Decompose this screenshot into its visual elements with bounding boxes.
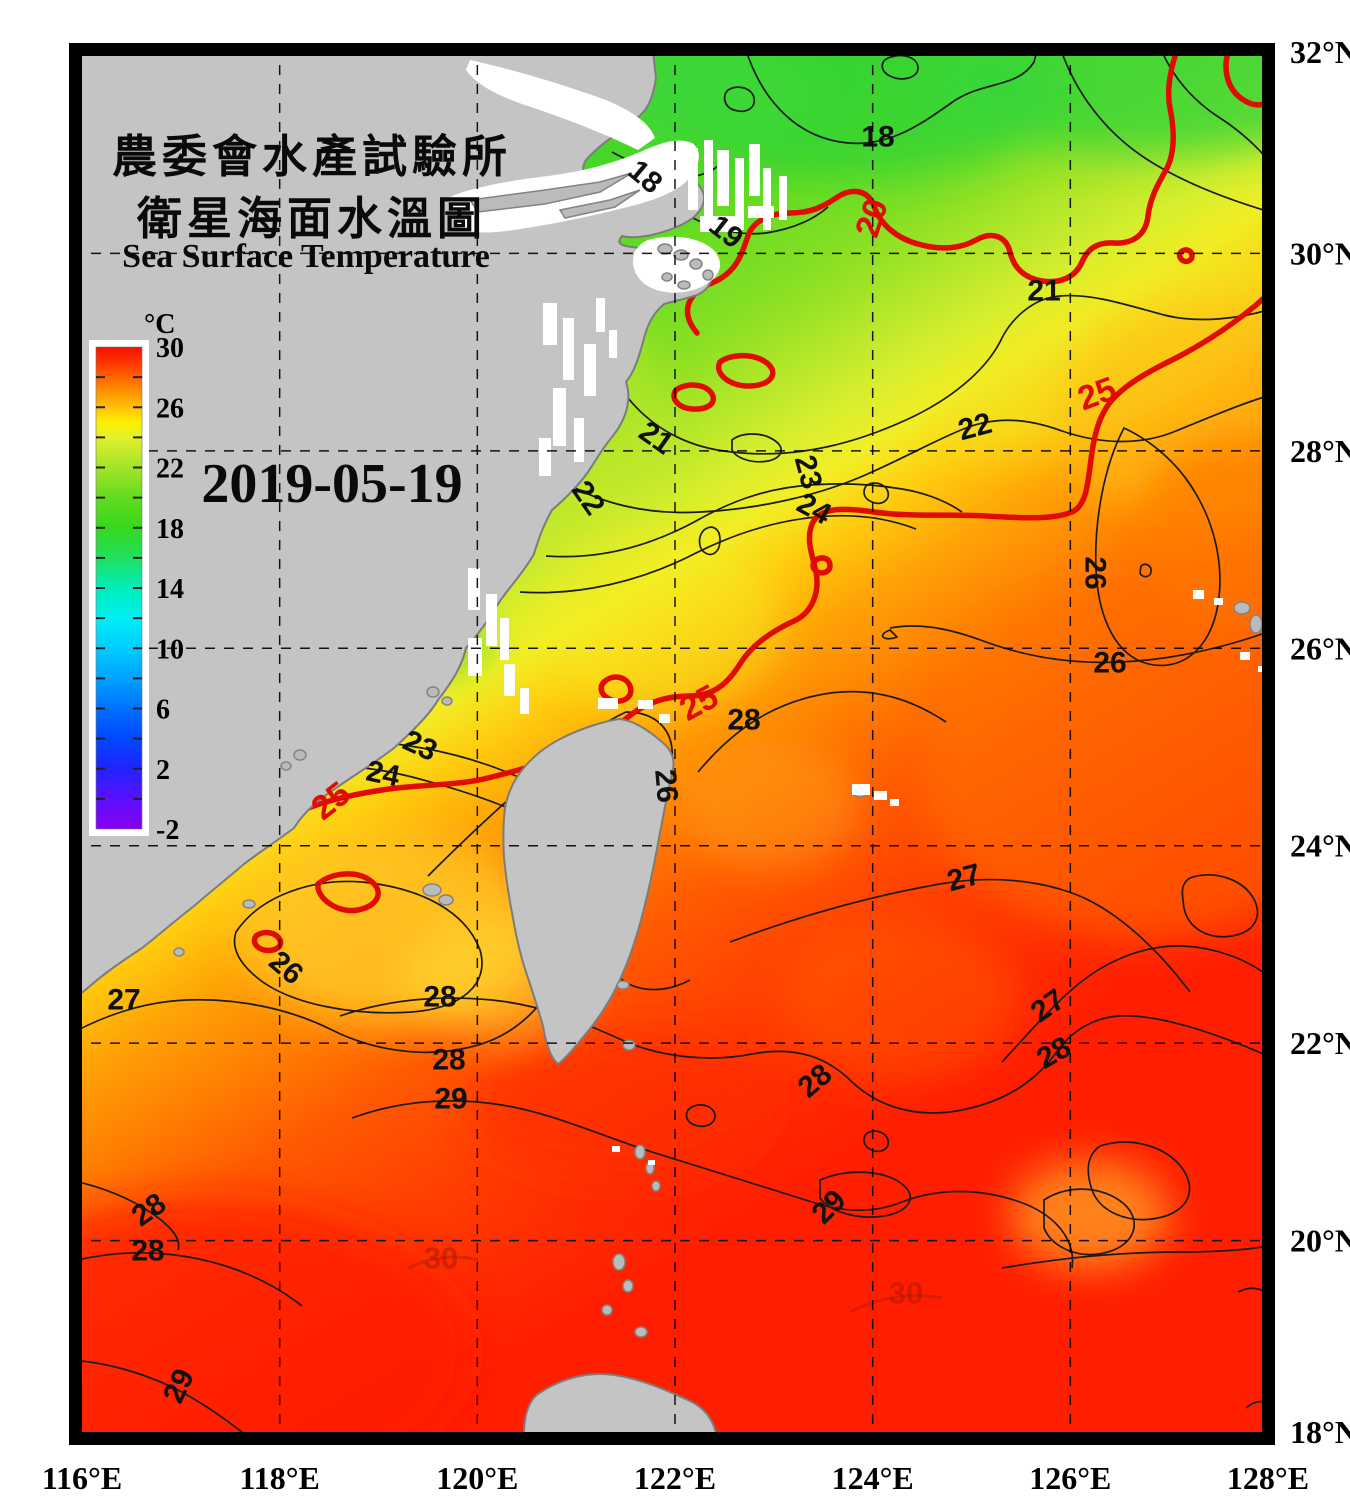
contour-label-30-33: 30 [424, 1241, 458, 1276]
date-label: 2019-05-19 [201, 453, 463, 515]
contour-label-30-32: 30 [889, 1276, 923, 1311]
title-chinese-line1: 農委會水產試驗所 [111, 132, 512, 182]
lon-label-122E: 122°E [634, 1460, 716, 1496]
land-luzon [523, 1373, 719, 1439]
colorbar-tick-label-18: 18 [156, 514, 184, 545]
colorbar-tick-label-22: 22 [156, 454, 184, 485]
lat-label-22N: 22°N [1290, 1025, 1350, 1061]
contour-label-24-12: 24 [363, 754, 403, 793]
lon-label-120E: 120°E [436, 1460, 518, 1496]
lon-label-128E: 128°E [1227, 1460, 1309, 1496]
contour-label-26-10: 26 [1093, 647, 1126, 680]
contour-label-28-13: 28 [727, 704, 760, 737]
lat-label-26N: 26°N [1290, 630, 1350, 666]
axis-labels: 116°E 118°E 120°E 122°E 124°E 126°E 128°E 32°N 3… [42, 34, 1350, 1496]
colorbar-tick-label-26: 26 [156, 393, 184, 424]
land-taiwan [502, 717, 675, 1066]
contour-label-28-17: 28 [423, 981, 456, 1014]
colorbar-tick-label-6: 6 [156, 695, 170, 726]
lon-label-124E: 124°E [832, 1460, 914, 1496]
colorbar-tick-label--2: -2 [156, 815, 179, 846]
contour-label-28-25: 28 [131, 1235, 164, 1268]
estuary-white-water [449, 60, 721, 293]
map-frame [69, 43, 1275, 1445]
contour-label-26-14: 26 [648, 768, 684, 804]
isotherm-lines-faint-30 [407, 1255, 943, 1314]
colorbar-unit-label: °C [144, 309, 175, 340]
lat-label-32N: 32°N [1290, 34, 1350, 70]
lon-label-126E: 126°E [1029, 1460, 1111, 1496]
title-chinese-line2: 衛星海面水溫圖 [136, 194, 487, 244]
contour-label-21-3: 21 [1027, 275, 1060, 308]
contour-label-26-9: 26 [1079, 556, 1112, 589]
contour-label-27-16: 27 [107, 984, 140, 1017]
title-english: Sea Surface Temperature [122, 238, 490, 275]
colorbar-tick-label-10: 10 [156, 634, 184, 665]
colorbar-tick-label-30: 30 [156, 333, 184, 364]
lat-label-28N: 28°N [1290, 433, 1350, 469]
colorbar: °C30 26 22 18 14 10 6 2 -2 [89, 309, 184, 846]
graticule-gridlines [75, 49, 1269, 1439]
lat-label-20N: 20°N [1290, 1223, 1350, 1259]
small-islands [173, 243, 1269, 1338]
lat-label-30N: 30°N [1290, 235, 1350, 271]
contour-label-28-18: 28 [432, 1044, 465, 1077]
lon-label-116E: 116°E [42, 1460, 122, 1496]
cloud-no-data-patches [468, 140, 1266, 1165]
contour-label-29-19: 29 [434, 1083, 467, 1116]
lat-label-18N: 18°N [1290, 1414, 1350, 1450]
colorbar-tick-label-14: 14 [156, 574, 184, 605]
lat-label-24N: 24°N [1290, 828, 1350, 864]
lon-label-118E: 118°E [239, 1460, 319, 1496]
colorbar-tick-label-2: 2 [156, 755, 170, 786]
contour-label-18-0: 18 [861, 121, 894, 154]
